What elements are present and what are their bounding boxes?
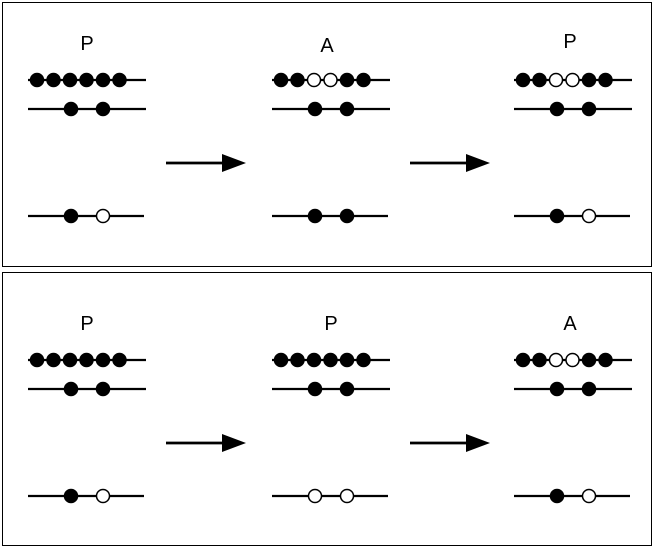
filled-bead [63,381,79,397]
filled-bead [29,72,45,88]
open-bead [323,72,338,88]
right-arrow-icon [166,154,246,172]
stage-label: P [563,31,576,53]
stage-label: A [320,35,334,57]
filled-bead [581,101,597,117]
strand [28,352,146,368]
filled-bead [95,352,111,368]
filled-bead [307,208,323,224]
open-bead [306,72,322,88]
strand [514,352,632,368]
open-bead [95,208,111,224]
filled-bead [273,72,289,88]
strand [28,208,144,224]
filled-bead [549,208,565,224]
filled-bead [95,381,111,397]
filled-bead [29,352,45,368]
strand [28,381,146,397]
filled-bead [549,101,565,117]
strand [28,101,146,117]
strand [514,72,632,88]
stage [272,72,390,224]
filled-bead [339,208,355,224]
panel: P P A [2,272,652,546]
filled-bead [307,381,323,397]
panel-border [2,2,652,267]
strand [272,101,390,117]
strand [514,101,632,117]
filled-bead [356,352,371,368]
stage [28,72,146,224]
filled-bead [306,352,322,368]
filled-bead [549,488,565,504]
stage-label: A [563,313,577,335]
right-arrow-icon [410,154,490,172]
stage [514,352,632,504]
strand [272,208,388,224]
open-bead [339,488,355,504]
stage [272,352,390,504]
filled-bead [112,72,127,88]
stage [28,352,146,504]
filled-bead [307,101,323,117]
filled-bead [532,352,547,368]
right-arrow-icon [166,434,246,452]
filled-bead [79,352,94,368]
filled-bead [62,72,78,88]
filled-bead [532,72,547,88]
filled-bead [63,488,79,504]
filled-bead [95,101,111,117]
filled-bead [339,101,355,117]
filled-bead [62,352,78,368]
filled-bead [339,72,355,88]
strand [28,72,146,88]
filled-bead [323,352,338,368]
filled-bead [63,101,79,117]
open-bead [581,208,597,224]
filled-bead [581,352,597,368]
open-bead [307,488,323,504]
strand [272,72,390,88]
strand [272,488,388,504]
filled-bead [598,352,613,368]
strand [28,488,144,504]
strand [514,488,630,504]
filled-bead [290,352,305,368]
filled-bead [581,381,597,397]
right-arrow-icon [410,434,490,452]
open-bead [565,352,580,368]
filled-bead [339,352,355,368]
filled-bead [515,72,531,88]
strand [272,381,390,397]
filled-bead [549,381,565,397]
filled-bead [339,381,355,397]
filled-bead [356,72,371,88]
filled-bead [95,72,111,88]
filled-bead [63,208,79,224]
stage-label: P [80,33,93,55]
stage-label: P [324,313,337,335]
filled-bead [112,352,127,368]
panel-border [2,272,652,546]
filled-bead [290,72,305,88]
open-bead [548,352,564,368]
open-bead [95,488,111,504]
strand [514,208,630,224]
filled-bead [273,352,289,368]
open-bead [548,72,564,88]
filled-bead [79,72,94,88]
strand [514,381,632,397]
open-bead [565,72,580,88]
filled-bead [46,352,61,368]
filled-bead [581,72,597,88]
filled-bead [46,72,61,88]
stage [514,72,632,224]
filled-bead [515,352,531,368]
strand [272,352,390,368]
open-bead [581,488,597,504]
stage-label: P [80,313,93,335]
filled-bead [598,72,613,88]
panel: P A P [2,2,652,267]
